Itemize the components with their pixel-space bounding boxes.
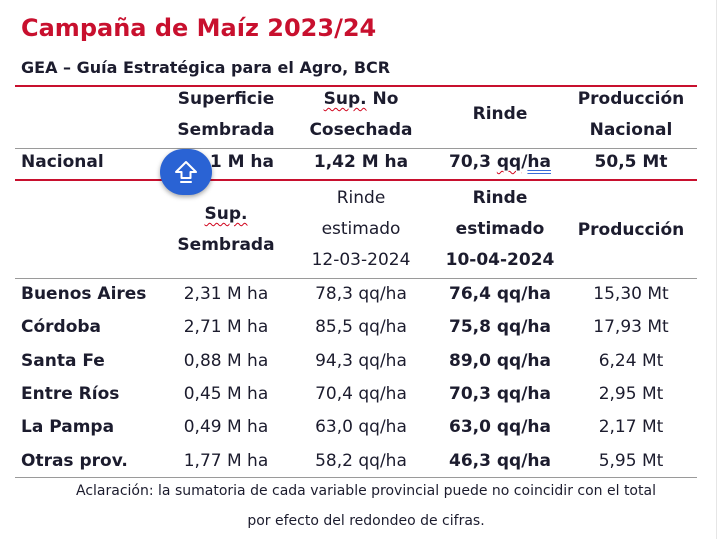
province-superficie: 2,71 M ha — [183, 317, 269, 337]
national-row-rule — [15, 179, 697, 181]
province-superficie: 0,49 M ha — [183, 417, 269, 437]
province-name: Buenos Aires — [21, 284, 147, 304]
footnote-line-1: Aclaración: la sumatoria de cada variabl… — [76, 483, 656, 499]
province-produccion: 2,95 Mt — [598, 384, 664, 404]
national-no-cosechada: 1,42 M ha — [313, 152, 409, 172]
provincial-header-divider — [15, 278, 697, 279]
header-text: Rinde — [336, 188, 386, 208]
province-rinde-new: 46,3 qq/ha — [449, 451, 551, 471]
province-superficie: 2,31 M ha — [183, 284, 269, 304]
province-rinde-prev: 85,5 qq/ha — [315, 317, 407, 337]
province-rinde-prev: 58,2 qq/ha — [315, 451, 407, 471]
scroll-up-button[interactable] — [160, 149, 212, 195]
header-superficie-sembrada: Superficie Sembrada — [176, 84, 276, 146]
header-sup-no-cosechada: Sup. No Cosechada — [298, 84, 424, 146]
province-produccion: 6,24 Mt — [598, 351, 664, 371]
province-rinde-new: 70,3 qq/ha — [449, 384, 551, 404]
page-title: Campaña de Maíz 2023/24 — [21, 14, 377, 42]
province-name: Santa Fe — [21, 351, 105, 371]
header-text: Sup. — [323, 89, 367, 109]
header-text: Rinde — [472, 188, 528, 208]
province-name: Córdoba — [21, 317, 102, 337]
header-text: Nacional — [589, 120, 673, 140]
national-rinde: 70,3 qq/ha — [438, 152, 562, 172]
province-produccion: 17,93 Mt — [593, 317, 669, 337]
province-rinde-new: 75,8 qq/ha — [449, 317, 551, 337]
page-edge — [716, 0, 717, 539]
header-text: estimado — [455, 219, 545, 239]
national-superficie: 1 M ha — [209, 152, 274, 172]
header-text: Sup. — [204, 204, 248, 224]
province-rinde-prev: 78,3 qq/ha — [315, 284, 407, 304]
province-produccion: 2,17 Mt — [598, 417, 664, 437]
province-name: Otras prov. — [21, 451, 128, 471]
province-superficie: 1,77 M ha — [183, 451, 269, 471]
province-rinde-prev: 70,4 qq/ha — [315, 384, 407, 404]
national-produccion: 50,5 Mt — [594, 152, 668, 172]
header-text: Sembrada — [177, 120, 275, 140]
province-name: Entre Ríos — [21, 384, 120, 404]
national-rinde-unit: qq — [496, 152, 522, 172]
header-sup-sembrada: Sup. Sembrada — [176, 199, 276, 261]
province-rinde-prev: 94,3 qq/ha — [315, 351, 407, 371]
header-text: No — [366, 89, 399, 109]
province-superficie: 0,45 M ha — [183, 384, 269, 404]
header-text: Producción — [577, 89, 685, 109]
province-superficie: 0,88 M ha — [183, 351, 269, 371]
national-rinde-slash: / — [521, 152, 528, 172]
province-produccion: 5,95 Mt — [598, 451, 664, 471]
province-rinde-prev: 63,0 qq/ha — [315, 417, 407, 437]
province-produccion: 15,30 Mt — [593, 284, 669, 304]
table-bottom-rule — [15, 477, 697, 478]
national-rinde-value: 70,3 — [448, 152, 497, 172]
national-row-label: Nacional — [21, 152, 104, 172]
header-text: estimado — [321, 219, 401, 239]
header-text: Sembrada — [177, 235, 275, 255]
page-subtitle: GEA – Guía Estratégica para el Agro, BCR — [21, 58, 391, 77]
header-text: Cosechada — [309, 120, 413, 140]
footnote-line-2: por efecto del redondeo de cifras. — [247, 513, 485, 529]
province-rinde-new: 63,0 qq/ha — [449, 417, 551, 437]
table-top-rule — [15, 85, 697, 87]
header-text: 12-03-2024 — [311, 250, 411, 270]
province-rinde-new: 76,4 qq/ha — [449, 284, 551, 304]
header-text: 10-04-2024 — [445, 250, 555, 270]
scroll-up-arrow-icon — [175, 161, 197, 183]
header-produccion: Producción — [577, 220, 685, 240]
national-header-divider — [15, 148, 697, 149]
national-rinde-unit: ha — [527, 152, 551, 172]
header-produccion-nacional: Producción Nacional — [568, 84, 694, 146]
header-rinde-estimado-prev: Rinde estimado 12-03-2024 — [298, 183, 424, 276]
province-name: La Pampa — [21, 417, 115, 437]
header-rinde: Rinde — [472, 104, 528, 124]
header-text: Superficie — [177, 89, 275, 109]
province-rinde-new: 89,0 qq/ha — [449, 351, 551, 371]
header-rinde-estimado-new: Rinde estimado 10-04-2024 — [438, 183, 562, 276]
